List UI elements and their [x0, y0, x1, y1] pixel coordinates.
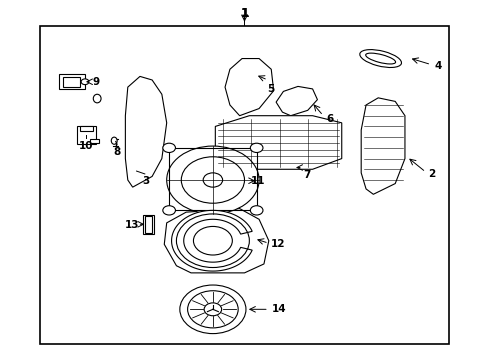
Text: 10: 10 — [79, 141, 94, 151]
Circle shape — [250, 206, 263, 215]
Polygon shape — [164, 208, 268, 273]
Text: 1: 1 — [240, 8, 248, 18]
Polygon shape — [276, 86, 317, 116]
Circle shape — [163, 143, 175, 153]
Circle shape — [203, 173, 222, 187]
Text: 11: 11 — [250, 176, 264, 186]
Bar — [80, 126, 92, 131]
Text: 6: 6 — [325, 113, 333, 123]
Circle shape — [181, 157, 244, 203]
Ellipse shape — [111, 137, 117, 144]
Polygon shape — [171, 210, 252, 271]
Bar — [59, 74, 85, 89]
Polygon shape — [361, 98, 404, 194]
Ellipse shape — [365, 53, 395, 64]
Bar — [40, 26, 448, 344]
Text: 3: 3 — [142, 176, 150, 186]
Circle shape — [180, 285, 245, 334]
Circle shape — [166, 146, 259, 214]
Text: 14: 14 — [271, 304, 286, 314]
Bar — [77, 126, 96, 144]
Polygon shape — [224, 59, 273, 116]
Ellipse shape — [93, 94, 101, 103]
Text: 9: 9 — [93, 77, 100, 87]
Ellipse shape — [359, 50, 401, 67]
Circle shape — [81, 79, 89, 85]
Text: 12: 12 — [271, 239, 285, 249]
Circle shape — [187, 291, 238, 328]
Text: 5: 5 — [267, 84, 274, 94]
Circle shape — [193, 226, 232, 255]
Text: 2: 2 — [427, 168, 435, 179]
Bar — [63, 77, 80, 87]
Bar — [145, 216, 152, 233]
Text: 13: 13 — [124, 220, 139, 230]
Circle shape — [163, 206, 175, 215]
Bar — [90, 139, 99, 143]
Polygon shape — [215, 116, 341, 180]
Text: 7: 7 — [303, 170, 310, 180]
Text: 1: 1 — [240, 8, 248, 21]
Circle shape — [250, 143, 263, 153]
Text: 8: 8 — [113, 147, 121, 157]
Polygon shape — [125, 76, 166, 187]
Text: 4: 4 — [433, 61, 441, 71]
Bar — [143, 215, 154, 234]
Circle shape — [203, 303, 221, 316]
